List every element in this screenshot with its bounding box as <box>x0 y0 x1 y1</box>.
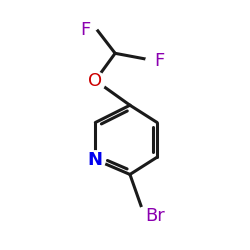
Text: F: F <box>80 21 90 39</box>
Text: F: F <box>155 52 165 70</box>
Text: N: N <box>88 150 103 168</box>
Text: O: O <box>88 72 102 90</box>
Text: Br: Br <box>145 208 165 226</box>
